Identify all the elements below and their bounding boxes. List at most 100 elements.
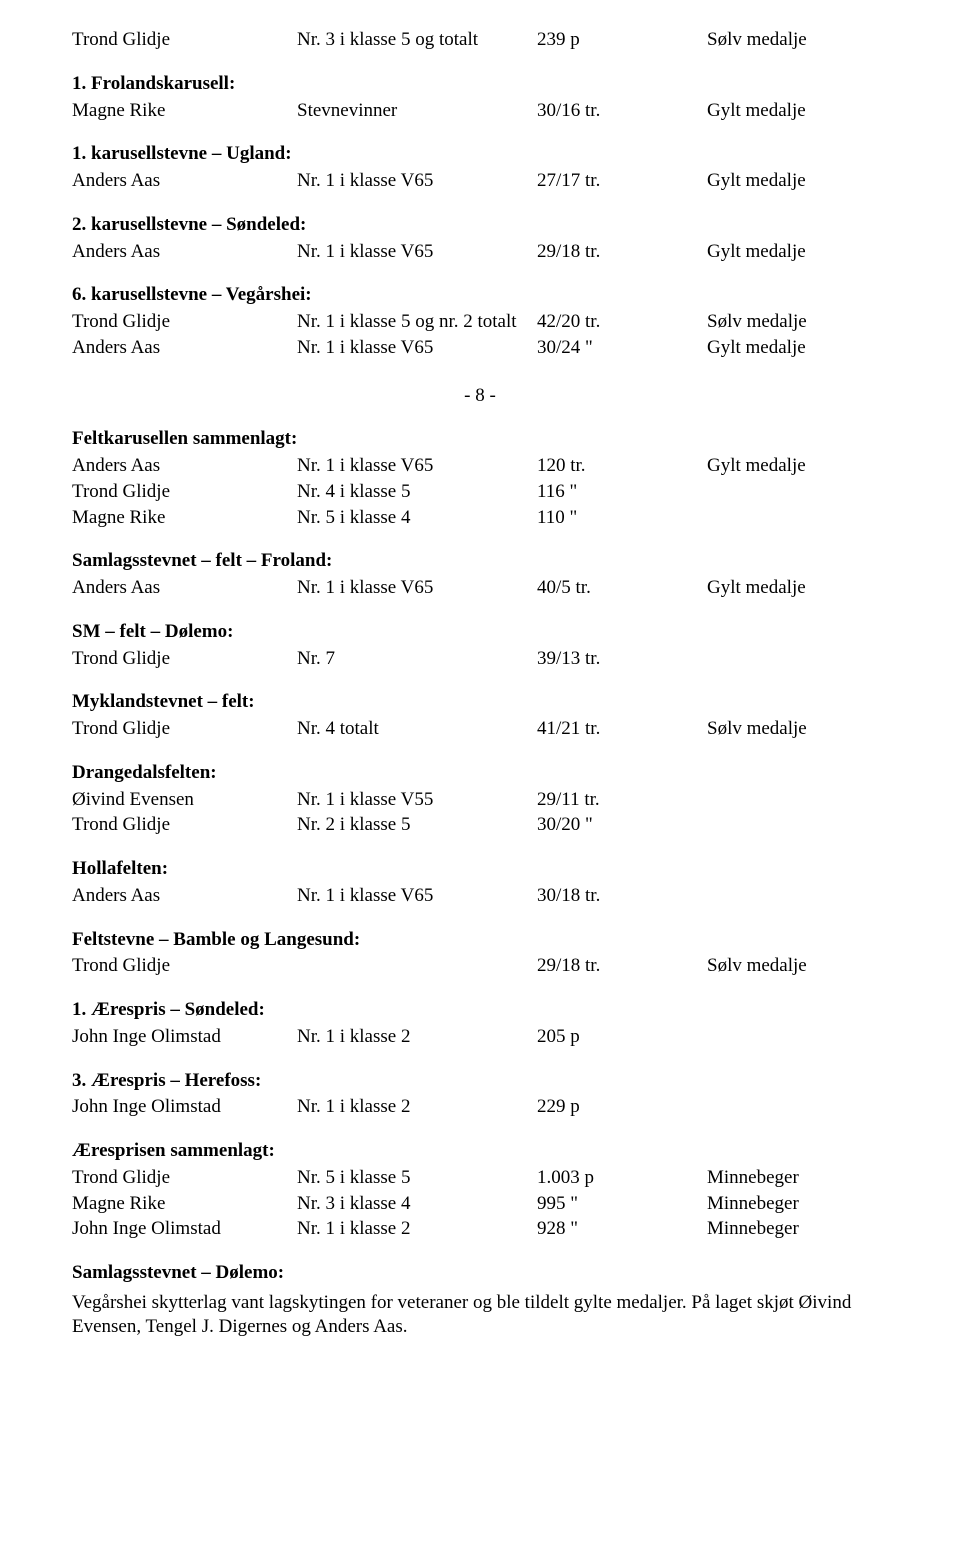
section-heading: Æresprisen sammenlagt:	[72, 1139, 888, 1163]
row-award: Gylt medalje	[707, 169, 888, 193]
section: Feltkarusellen sammenlagt: Anders Aas Nr…	[72, 427, 888, 529]
row-award	[707, 506, 888, 530]
data-row: Magne Rike Nr. 3 i klasse 4 995 " Minneb…	[72, 1192, 888, 1216]
section-heading: Drangedalsfelten:	[72, 761, 888, 785]
row-desc: Nr. 4 totalt	[297, 717, 537, 741]
section-heading: Samlagsstevnet – felt – Froland:	[72, 549, 888, 573]
row-desc: Nr. 1 i klasse V65	[297, 576, 537, 600]
section-heading: 1. Frolandskarusell:	[72, 72, 888, 96]
section-heading: 3. Ærespris – Herefoss:	[72, 1069, 888, 1093]
row-desc: Nr. 1 i klasse 2	[297, 1095, 537, 1119]
data-row: Trond Glidje Nr. 4 totalt 41/21 tr. Sølv…	[72, 717, 888, 741]
top-row-block: Trond Glidje Nr. 3 i klasse 5 og totalt …	[72, 28, 888, 52]
row-award: Sølv medalje	[707, 954, 888, 978]
row-name: Magne Rike	[72, 1192, 297, 1216]
data-row: Anders Aas Nr. 1 i klasse V65 30/24 " Gy…	[72, 336, 888, 360]
row-value: 30/16 tr.	[537, 99, 707, 123]
row-value: 120 tr.	[537, 454, 707, 478]
section: 6. karusellstevne – Vegårshei: Trond Gli…	[72, 283, 888, 359]
row-value: 30/20 "	[537, 813, 707, 837]
section: 2. karusellstevne – Søndeled: Anders Aas…	[72, 213, 888, 264]
row-award: Gylt medalje	[707, 576, 888, 600]
data-row: Anders Aas Nr. 1 i klasse V65 30/18 tr.	[72, 884, 888, 908]
row-name: John Inge Olimstad	[72, 1217, 297, 1241]
row-desc: Nr. 7	[297, 647, 537, 671]
row-name: Trond Glidje	[72, 647, 297, 671]
data-row: Magne Rike Nr. 5 i klasse 4 110 "	[72, 506, 888, 530]
section-heading: Hollafelten:	[72, 857, 888, 881]
section: Samlagsstevnet – felt – Froland: Anders …	[72, 549, 888, 600]
section-heading: 1. Ærespris – Søndeled:	[72, 998, 888, 1022]
row-desc: Nr. 1 i klasse V55	[297, 788, 537, 812]
row-award	[707, 647, 888, 671]
row-value: 229 p	[537, 1095, 707, 1119]
row-value: 928 "	[537, 1217, 707, 1241]
section: Samlagsstevnet – Dølemo: Vegårshei skytt…	[72, 1261, 888, 1339]
row-name: Øivind Evensen	[72, 788, 297, 812]
row-name: Magne Rike	[72, 99, 297, 123]
row-desc: Nr. 1 i klasse 5 og nr. 2 totalt	[297, 310, 537, 334]
row-desc: Nr. 1 i klasse V65	[297, 336, 537, 360]
row-award: Sølv medalje	[707, 310, 888, 334]
data-row: Øivind Evensen Nr. 1 i klasse V55 29/11 …	[72, 788, 888, 812]
section-heading: 2. karusellstevne – Søndeled:	[72, 213, 888, 237]
row-award: Gylt medalje	[707, 336, 888, 360]
data-row: Anders Aas Nr. 1 i klasse V65 27/17 tr. …	[72, 169, 888, 193]
row-name: Magne Rike	[72, 506, 297, 530]
row-name: Anders Aas	[72, 576, 297, 600]
row-value: 41/21 tr.	[537, 717, 707, 741]
row-award	[707, 1025, 888, 1049]
row-name: Trond Glidje	[72, 28, 297, 52]
section: SM – felt – Dølemo: Trond Glidje Nr. 7 3…	[72, 620, 888, 671]
section-heading: 6. karusellstevne – Vegårshei:	[72, 283, 888, 307]
row-award	[707, 788, 888, 812]
row-award: Minnebeger	[707, 1192, 888, 1216]
row-name: Trond Glidje	[72, 1166, 297, 1190]
row-award: Gylt medalje	[707, 454, 888, 478]
row-award: Sølv medalje	[707, 717, 888, 741]
data-row: John Inge Olimstad Nr. 1 i klasse 2 205 …	[72, 1025, 888, 1049]
row-desc: Stevnevinner	[297, 99, 537, 123]
row-desc: Nr. 1 i klasse V65	[297, 169, 537, 193]
row-award: Gylt medalje	[707, 240, 888, 264]
row-award: Minnebeger	[707, 1166, 888, 1190]
row-award: Gylt medalje	[707, 99, 888, 123]
section-heading: Myklandstevnet – felt:	[72, 690, 888, 714]
row-award: Minnebeger	[707, 1217, 888, 1241]
row-name: Trond Glidje	[72, 310, 297, 334]
row-desc	[297, 954, 537, 978]
data-row: Anders Aas Nr. 1 i klasse V65 120 tr. Gy…	[72, 454, 888, 478]
row-name: Anders Aas	[72, 240, 297, 264]
section-heading: Feltstevne – Bamble og Langesund:	[72, 928, 888, 952]
data-row: Trond Glidje Nr. 3 i klasse 5 og totalt …	[72, 28, 888, 52]
row-name: Trond Glidje	[72, 813, 297, 837]
data-row: Trond Glidje Nr. 2 i klasse 5 30/20 "	[72, 813, 888, 837]
section: 1. karusellstevne – Ugland: Anders Aas N…	[72, 142, 888, 193]
row-award	[707, 884, 888, 908]
row-value: 30/18 tr.	[537, 884, 707, 908]
row-name: Trond Glidje	[72, 717, 297, 741]
data-row: John Inge Olimstad Nr. 1 i klasse 2 928 …	[72, 1217, 888, 1241]
row-name: John Inge Olimstad	[72, 1025, 297, 1049]
row-desc: Nr. 3 i klasse 5 og totalt	[297, 28, 537, 52]
row-name: Anders Aas	[72, 169, 297, 193]
row-value: 116 "	[537, 480, 707, 504]
section-heading: Samlagsstevnet – Dølemo:	[72, 1261, 888, 1285]
row-award	[707, 480, 888, 504]
section: Drangedalsfelten: Øivind Evensen Nr. 1 i…	[72, 761, 888, 837]
row-name: John Inge Olimstad	[72, 1095, 297, 1119]
page-number-marker: - 8 -	[72, 384, 888, 408]
data-row: Trond Glidje Nr. 1 i klasse 5 og nr. 2 t…	[72, 310, 888, 334]
section-heading: SM – felt – Dølemo:	[72, 620, 888, 644]
section: Æresprisen sammenlagt: Trond Glidje Nr. …	[72, 1139, 888, 1241]
row-value: 42/20 tr.	[537, 310, 707, 334]
row-name: Trond Glidje	[72, 480, 297, 504]
section: 1. Frolandskarusell: Magne Rike Stevnevi…	[72, 72, 888, 123]
row-value: 995 "	[537, 1192, 707, 1216]
data-row: Trond Glidje 29/18 tr. Sølv medalje	[72, 954, 888, 978]
row-desc: Nr. 4 i klasse 5	[297, 480, 537, 504]
section: Feltstevne – Bamble og Langesund: Trond …	[72, 928, 888, 979]
row-value: 40/5 tr.	[537, 576, 707, 600]
row-value: 39/13 tr.	[537, 647, 707, 671]
row-value: 29/18 tr.	[537, 240, 707, 264]
